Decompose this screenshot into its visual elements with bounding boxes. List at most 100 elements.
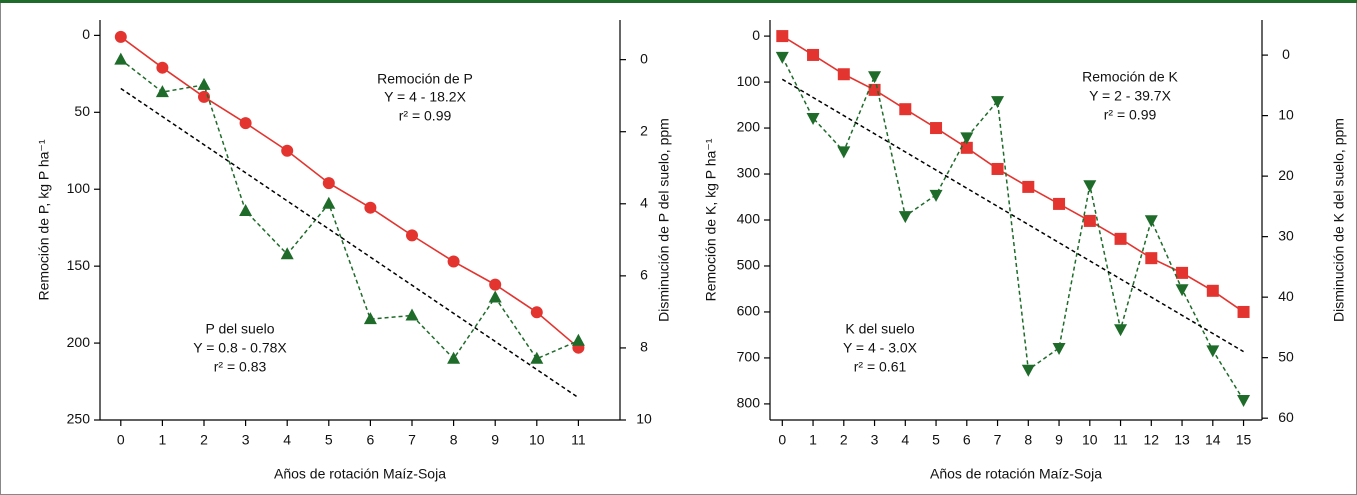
marker bbox=[281, 144, 294, 157]
marker bbox=[806, 113, 820, 126]
marker bbox=[197, 77, 211, 90]
y-tick-label: 0 bbox=[752, 27, 760, 43]
y-axis-label: Remoción de P, kg P ha⁻¹ bbox=[36, 139, 52, 300]
y-tick-label: 300 bbox=[737, 165, 761, 181]
series-line bbox=[120, 59, 579, 360]
marker bbox=[198, 90, 210, 103]
annotation: r² = 0.99 bbox=[1104, 107, 1157, 123]
x-tick-label: 5 bbox=[932, 432, 940, 448]
marker bbox=[447, 255, 460, 268]
series-line bbox=[781, 56, 1245, 401]
marker bbox=[1021, 364, 1035, 377]
marker bbox=[898, 211, 912, 224]
annotation: r² = 0.61 bbox=[854, 359, 907, 375]
x-tick-label: 9 bbox=[1055, 432, 1063, 448]
x-tick-label: 0 bbox=[117, 432, 125, 448]
x-tick-label: 2 bbox=[200, 432, 208, 448]
y2-tick-label: 10 bbox=[636, 411, 652, 427]
marker bbox=[776, 30, 789, 43]
marker bbox=[363, 312, 377, 325]
x-tick-label: 8 bbox=[450, 432, 458, 448]
marker bbox=[775, 51, 789, 64]
marker bbox=[447, 351, 461, 364]
marker bbox=[571, 333, 585, 346]
annotation: K del suelo bbox=[845, 321, 914, 337]
y-tick-label: 600 bbox=[737, 303, 761, 319]
annotation: Remoción de P bbox=[377, 71, 473, 87]
marker bbox=[960, 141, 973, 154]
x-axis-label: Años de rotación Maíz-Soja bbox=[274, 466, 446, 482]
annotation: P del suelo bbox=[205, 321, 274, 337]
y-tick-label: 250 bbox=[67, 411, 91, 427]
marker bbox=[991, 162, 1004, 175]
y2-tick-label: 50 bbox=[1278, 348, 1294, 364]
marker bbox=[322, 196, 336, 209]
x-tick-label: 15 bbox=[1236, 432, 1252, 448]
annotation: Y = 0.8 - 0.78X bbox=[193, 340, 287, 356]
x-tick-label: 3 bbox=[242, 432, 250, 448]
x-tick-label: 0 bbox=[778, 432, 786, 448]
marker bbox=[280, 247, 294, 260]
annotation: Y = 4 - 3.0X bbox=[843, 340, 918, 356]
y-tick-label: 150 bbox=[67, 257, 91, 273]
x-tick-label: 1 bbox=[809, 432, 817, 448]
marker bbox=[1083, 180, 1097, 193]
marker bbox=[364, 201, 377, 214]
marker bbox=[239, 203, 253, 216]
marker bbox=[530, 351, 544, 364]
y2-tick-label: 40 bbox=[1278, 288, 1294, 304]
marker bbox=[1237, 305, 1250, 318]
marker bbox=[114, 52, 128, 65]
y2-tick-label: 6 bbox=[640, 267, 648, 283]
annotation: r² = 0.83 bbox=[214, 359, 267, 375]
marker bbox=[899, 103, 912, 116]
y2-tick-label: 20 bbox=[1278, 167, 1294, 183]
marker bbox=[1053, 197, 1066, 210]
y2-tick-label: 30 bbox=[1278, 227, 1294, 243]
y2-axis-label: Disminución de P del suelo, ppm bbox=[656, 118, 672, 322]
x-tick-label: 4 bbox=[283, 432, 291, 448]
marker bbox=[406, 229, 418, 242]
marker bbox=[1022, 180, 1035, 193]
y-tick-label: 200 bbox=[737, 119, 761, 135]
marker bbox=[1237, 395, 1251, 408]
y-axis-label: Remoción de K, kg P ha⁻¹ bbox=[703, 138, 719, 301]
y-tick-label: 0 bbox=[82, 26, 90, 42]
y-tick-label: 100 bbox=[67, 180, 91, 196]
y2-tick-label: 8 bbox=[640, 339, 648, 355]
x-tick-label: 8 bbox=[1024, 432, 1032, 448]
x-tick-label: 12 bbox=[1144, 432, 1160, 448]
marker bbox=[530, 306, 543, 319]
marker bbox=[960, 132, 974, 145]
marker bbox=[1175, 284, 1189, 297]
marker bbox=[1144, 215, 1158, 228]
x-tick-label: 11 bbox=[1113, 432, 1128, 448]
y-tick-label: 500 bbox=[737, 257, 761, 273]
y-tick-label: 100 bbox=[737, 73, 761, 89]
x-tick-label: 2 bbox=[840, 432, 848, 448]
marker bbox=[1114, 324, 1128, 337]
y-tick-label: 800 bbox=[737, 395, 761, 411]
marker bbox=[930, 122, 943, 135]
x-tick-label: 6 bbox=[963, 432, 971, 448]
y2-tick-label: 0 bbox=[1282, 46, 1290, 62]
marker bbox=[1176, 266, 1189, 279]
y2-tick-label: 0 bbox=[640, 50, 648, 66]
marker bbox=[837, 146, 851, 159]
marker bbox=[1206, 345, 1220, 358]
marker bbox=[489, 278, 502, 291]
series-line bbox=[120, 87, 579, 399]
x-tick-label: 4 bbox=[901, 432, 909, 448]
x-tick-label: 10 bbox=[529, 432, 545, 448]
x-tick-label: 9 bbox=[491, 432, 499, 448]
annotation: r² = 0.99 bbox=[399, 108, 452, 124]
marker bbox=[1114, 232, 1127, 245]
marker bbox=[929, 189, 943, 202]
y2-tick-label: 60 bbox=[1278, 409, 1294, 425]
y-tick-label: 400 bbox=[737, 211, 761, 227]
x-tick-label: 7 bbox=[408, 432, 416, 448]
marker bbox=[322, 177, 335, 190]
x-tick-label: 14 bbox=[1205, 432, 1221, 448]
